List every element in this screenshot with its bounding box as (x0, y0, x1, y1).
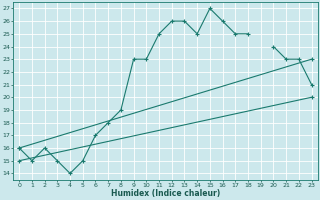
X-axis label: Humidex (Indice chaleur): Humidex (Indice chaleur) (111, 189, 220, 198)
